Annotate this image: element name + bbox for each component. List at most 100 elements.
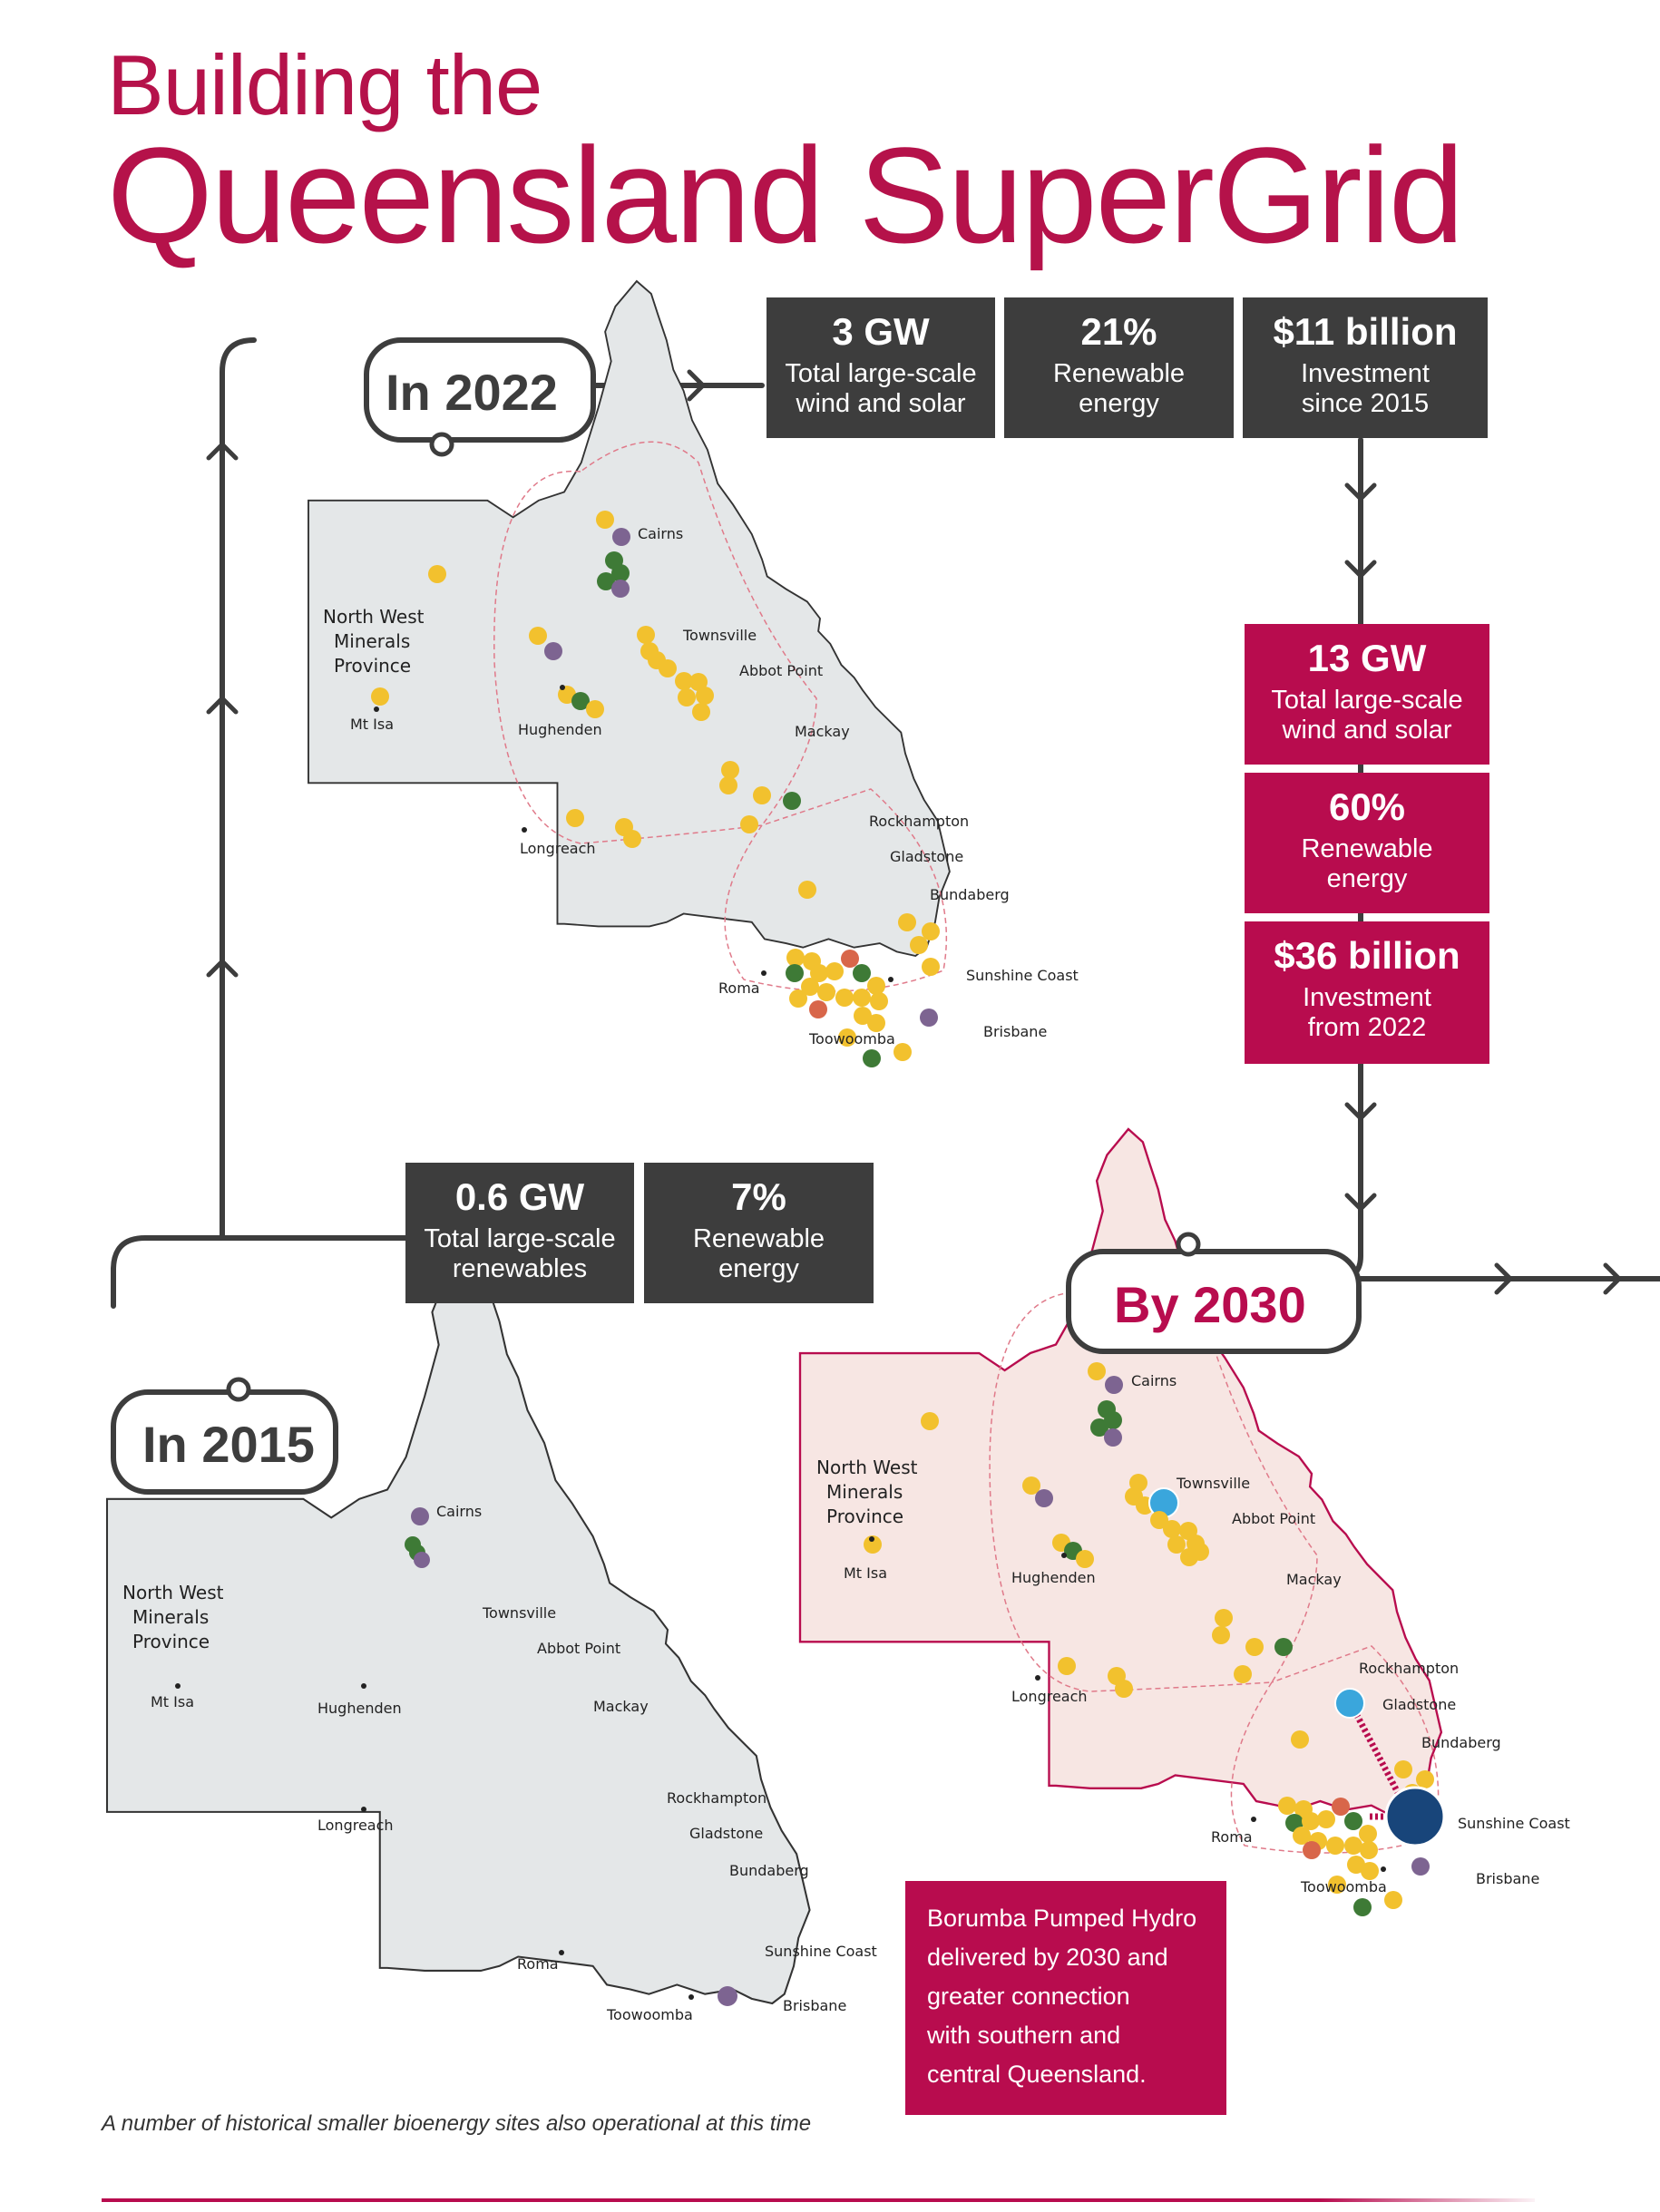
svg-text:Townsville: Townsville xyxy=(682,627,757,644)
svg-text:Roma: Roma xyxy=(718,979,760,997)
other-dot xyxy=(1332,1798,1350,1816)
svg-text:Hughenden: Hughenden xyxy=(518,721,602,738)
solar-dot xyxy=(1245,1638,1264,1656)
svg-text:Mackay: Mackay xyxy=(1286,1571,1342,1588)
wind-dot xyxy=(1344,1812,1362,1830)
wind-dot xyxy=(611,564,630,582)
wind-dot xyxy=(1353,1898,1372,1916)
svg-text:Rockhampton: Rockhampton xyxy=(1359,1660,1459,1677)
solar-dot xyxy=(1384,1891,1402,1909)
stat-2022-investment: $11 billion Investment since 2015 xyxy=(1243,297,1488,438)
year-frame-2022 xyxy=(364,337,596,443)
stat-2015-capacity: 0.6 GW Total large-scale renewables xyxy=(405,1163,634,1303)
stat-value: $36 billion xyxy=(1274,934,1460,977)
stat-2030-investment: $36 billion Investment from 2022 xyxy=(1245,921,1489,1064)
svg-text:Brisbane: Brisbane xyxy=(1476,1870,1539,1887)
svg-text:Toowoomba: Toowoomba xyxy=(1300,1878,1387,1895)
solar-dot xyxy=(801,978,819,996)
solar-dot xyxy=(1058,1657,1076,1675)
svg-text:Mackay: Mackay xyxy=(795,723,850,740)
solar-dot xyxy=(1215,1609,1233,1627)
svg-text:Rockhampton: Rockhampton xyxy=(667,1789,767,1807)
solar-dot xyxy=(893,1043,912,1061)
labels-2022: North West Minerals Province Mt Isa Hugh… xyxy=(323,525,1079,1048)
solar-dot xyxy=(922,922,940,940)
solar-dot xyxy=(1361,1862,1379,1880)
solar-dot xyxy=(1163,1520,1181,1538)
wind-dot xyxy=(863,1049,881,1067)
stat-value: 3 GW xyxy=(832,310,930,353)
svg-text:Mt Isa: Mt Isa xyxy=(844,1564,887,1582)
solar-dot xyxy=(566,809,584,827)
labels-2015: North West Minerals Province Mt Isa Hugh… xyxy=(122,1503,877,2023)
solar-dot xyxy=(740,815,758,833)
solar-dot xyxy=(596,511,614,529)
svg-text:Bundaberg: Bundaberg xyxy=(930,886,1010,903)
bioenergy-dot xyxy=(414,1552,430,1568)
stat-2015-renewable: 7% Renewable energy xyxy=(644,1163,874,1303)
year-label-2030: By 2030 xyxy=(1114,1276,1306,1333)
solar-dot xyxy=(689,673,708,691)
solar-dot xyxy=(529,627,547,645)
solar-dot xyxy=(371,687,389,706)
solar-dot xyxy=(659,659,677,677)
bioenergy-dot xyxy=(544,642,562,660)
solar-dot xyxy=(867,1014,885,1032)
transmission-line xyxy=(1348,1703,1408,1807)
wind-dot xyxy=(1090,1418,1108,1437)
svg-text:Roma: Roma xyxy=(1211,1828,1253,1846)
svg-text:Sunshine Coast: Sunshine Coast xyxy=(966,967,1079,984)
wind-dot xyxy=(1274,1638,1293,1656)
year-label-2022: In 2022 xyxy=(386,364,558,421)
title-line-2: Queensland SuperGrid xyxy=(107,119,1464,271)
solar-dot xyxy=(1278,1797,1296,1815)
borumba-callout: Borumba Pumped Hydro delivered by 2030 a… xyxy=(905,1881,1226,2115)
bioenergy-dot xyxy=(1411,1857,1430,1876)
year-frame-2030 xyxy=(1066,1249,1362,1354)
timeline-nodes xyxy=(226,432,1201,1402)
map-2015 xyxy=(105,1254,811,2005)
svg-text:Province: Province xyxy=(826,1506,903,1527)
wind-dot xyxy=(571,692,590,710)
solar-dot xyxy=(921,1412,939,1430)
wind-dot xyxy=(853,964,871,982)
svg-text:Province: Province xyxy=(334,655,411,677)
bioenergy-dot xyxy=(1104,1428,1122,1447)
solar-dot xyxy=(1115,1680,1133,1698)
solar-dot xyxy=(1360,1841,1378,1859)
solar-dot xyxy=(1088,1362,1106,1380)
svg-text:North West: North West xyxy=(816,1457,918,1478)
solar-dot xyxy=(428,565,446,583)
other-dot xyxy=(809,1000,827,1018)
svg-text:Cairns: Cairns xyxy=(638,525,683,542)
solar-dot xyxy=(692,703,710,721)
solar-dot xyxy=(1212,1626,1230,1644)
pumped-hydro-small-dot xyxy=(1334,1688,1365,1719)
solar-dot xyxy=(696,687,714,705)
solar-dot xyxy=(637,626,655,644)
svg-text:Gladstone: Gladstone xyxy=(1382,1696,1456,1713)
stat-2030-renewable: 60% Renewable energy xyxy=(1245,773,1489,913)
solar-dot xyxy=(922,958,940,976)
solar-dot xyxy=(898,913,916,931)
bioenergy-dot xyxy=(920,1009,938,1027)
town-markers xyxy=(175,685,1386,2000)
svg-text:Abbot Point: Abbot Point xyxy=(739,662,823,679)
svg-text:Minerals: Minerals xyxy=(132,1606,209,1628)
bioenergy-dot xyxy=(611,580,630,598)
solar-dot xyxy=(721,761,739,779)
solar-dot xyxy=(825,962,844,980)
stat-2030-capacity: 13 GW Total large-scale wind and solar xyxy=(1245,624,1489,765)
svg-text:Gladstone: Gladstone xyxy=(689,1825,763,1842)
solar-dot xyxy=(719,776,737,794)
svg-text:Longreach: Longreach xyxy=(520,840,596,857)
solar-dot xyxy=(853,989,871,1007)
svg-text:Roma: Roma xyxy=(517,1955,559,1973)
solar-dot xyxy=(623,830,641,848)
stat-2022-capacity: 3 GW Total large-scale wind and solar xyxy=(767,297,995,438)
svg-text:Bundaberg: Bundaberg xyxy=(729,1862,809,1879)
title-line-1: Building the xyxy=(107,37,542,132)
solar-dot xyxy=(798,881,816,899)
stat-2022-renewable: 21% Renewable energy xyxy=(1004,297,1234,438)
